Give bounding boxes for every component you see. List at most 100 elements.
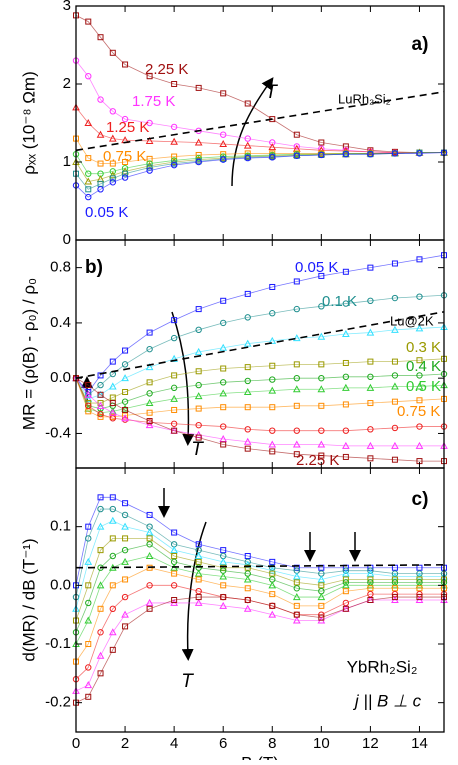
marker xyxy=(244,154,251,162)
marker xyxy=(171,317,178,324)
marker xyxy=(269,591,276,598)
marker xyxy=(219,389,228,397)
marker xyxy=(170,157,178,164)
marker xyxy=(109,394,116,401)
marker xyxy=(391,581,399,589)
marker xyxy=(85,18,92,25)
marker xyxy=(342,453,349,460)
marker xyxy=(97,391,104,398)
marker xyxy=(195,405,202,412)
marker xyxy=(96,408,105,416)
marker xyxy=(318,151,325,159)
marker xyxy=(195,306,202,313)
marker xyxy=(391,150,399,157)
marker xyxy=(85,382,92,389)
marker xyxy=(109,358,116,365)
marker xyxy=(121,557,129,565)
marker xyxy=(367,373,374,380)
marker xyxy=(122,347,129,354)
annotation: T xyxy=(191,439,204,460)
marker xyxy=(122,576,129,583)
marker xyxy=(220,90,227,97)
series-label: 0.05 K xyxy=(85,204,128,221)
series-label: 0.05 K xyxy=(295,259,338,276)
marker xyxy=(269,570,276,577)
marker xyxy=(84,118,93,126)
marker xyxy=(293,611,300,618)
marker xyxy=(268,581,277,589)
marker xyxy=(146,409,153,416)
marker xyxy=(416,594,423,601)
marker xyxy=(108,407,117,415)
marker xyxy=(391,382,399,390)
marker xyxy=(342,441,350,449)
marker xyxy=(146,582,153,589)
marker xyxy=(146,390,153,397)
marker xyxy=(219,434,228,442)
marker xyxy=(243,339,252,347)
marker xyxy=(342,581,350,589)
y-tick-label: 2 xyxy=(63,75,71,92)
marker xyxy=(146,379,153,386)
marker xyxy=(342,588,349,595)
marker xyxy=(342,383,350,391)
marker xyxy=(317,332,326,340)
marker xyxy=(97,547,104,554)
marker xyxy=(97,505,104,513)
panel-label: b) xyxy=(85,257,103,278)
marker xyxy=(269,427,276,434)
marker xyxy=(342,268,349,275)
series-label: Lu@2K xyxy=(390,313,434,328)
x-tick-label: 4 xyxy=(170,735,178,752)
marker xyxy=(244,135,251,142)
marker xyxy=(96,651,105,659)
marker xyxy=(108,628,117,636)
marker xyxy=(367,400,374,407)
plot-frame xyxy=(75,239,445,469)
y-tick-label: 0.1 xyxy=(50,518,71,535)
marker xyxy=(146,329,153,336)
marker xyxy=(268,143,277,151)
marker xyxy=(97,96,104,103)
marker xyxy=(268,336,277,344)
t-arrow xyxy=(231,77,274,187)
marker xyxy=(293,427,300,434)
marker xyxy=(96,130,105,138)
y-tick-label: 0.8 xyxy=(50,259,71,276)
marker xyxy=(269,558,276,565)
marker xyxy=(268,566,277,574)
marker xyxy=(269,154,276,161)
panel-label: c) xyxy=(412,489,429,510)
marker xyxy=(219,140,228,148)
marker xyxy=(97,372,104,379)
marker xyxy=(293,585,300,592)
marker xyxy=(171,406,178,413)
marker xyxy=(318,402,325,409)
marker xyxy=(85,193,92,201)
marker xyxy=(243,560,252,568)
marker xyxy=(416,256,423,263)
marker xyxy=(194,347,203,355)
marker xyxy=(170,137,178,145)
marker xyxy=(367,297,374,304)
marker xyxy=(244,404,251,411)
marker xyxy=(146,605,153,612)
marker xyxy=(416,372,423,379)
marker xyxy=(269,448,276,455)
marker xyxy=(85,535,92,542)
y-axis-label: d(MR) / dB (T⁻¹) xyxy=(19,538,38,661)
marker xyxy=(109,582,116,589)
marker xyxy=(170,394,178,402)
marker xyxy=(171,81,178,87)
marker xyxy=(244,585,251,592)
marker xyxy=(318,582,325,589)
marker xyxy=(220,547,227,554)
t-arrow xyxy=(171,311,195,446)
marker xyxy=(415,324,424,332)
series-line xyxy=(75,378,445,418)
marker xyxy=(195,326,202,334)
marker xyxy=(84,681,93,689)
marker xyxy=(195,588,202,595)
marker xyxy=(170,354,178,362)
marker xyxy=(244,553,251,559)
